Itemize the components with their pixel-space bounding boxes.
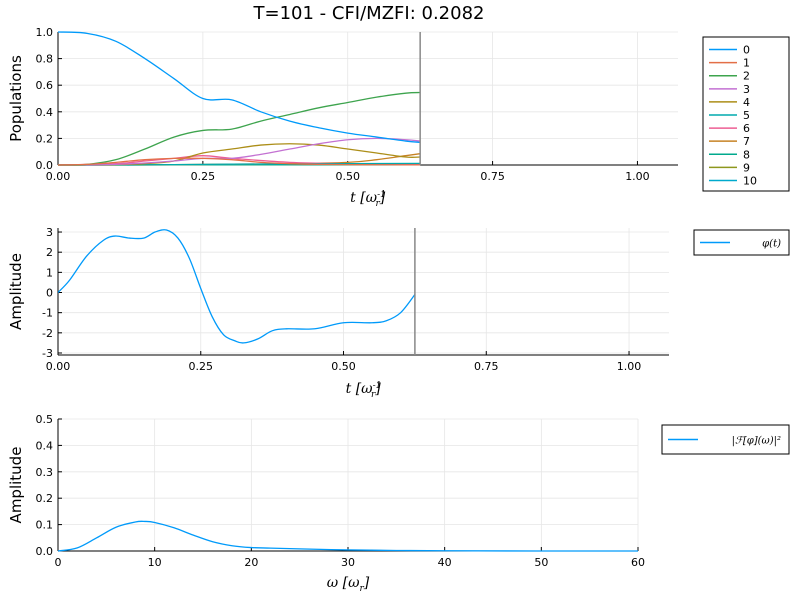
y-tick-label: 0.6 [36,79,54,92]
y-tick-label: 1.0 [36,26,54,39]
series-line-2 [58,91,421,166]
x-tick-label: 0.75 [474,360,499,373]
legend-label: φ(t) [762,239,781,250]
series-line-1 [58,157,421,166]
y-tick-label: 0.2 [36,492,54,505]
y-tick-label: 0.0 [36,159,54,172]
x-tick-label: 30 [341,556,355,569]
y-tick-label: 0.0 [36,545,54,558]
x-tick-label: 1.00 [617,360,642,373]
x-axis-label: ω [ωr] [327,575,370,594]
y-tick-label: 0.1 [36,519,54,532]
chart-panel-2: 0.00 0.25 0.50 0.75 1.00 -3 -2 -1 0 1 2 3 Amplitude t… [7,226,790,400]
x-tick-label: 60 [631,556,645,569]
legend: φ(t) [693,229,790,256]
chart-panel-1: 0.00 0.25 0.50 0.75 1.00 0.0 0.2 0.4 0.6 0.8 1.0 Po… [7,26,790,209]
legend-label: 6 [743,122,750,135]
x-tick-label: 0.75 [480,170,505,183]
x-tick-label: 50 [534,556,548,569]
y-tick-label: 0.8 [36,53,54,66]
legend-label: 10 [743,174,757,187]
legend-label: 5 [743,109,750,122]
legend-label: 9 [743,161,750,174]
y-axis-label: Populations [7,55,25,142]
chart-panel-3: 0 10 20 30 40 50 60 0.0 0.1 0.2 0.3 0.4 0.5 Amplitude… [7,413,790,594]
legend-label: 8 [743,148,750,161]
y-tick-label: 2 [46,246,53,259]
y-tick-label: 0.4 [36,106,54,119]
y-tick-label: 0 [46,287,53,300]
legend-label: 4 [743,96,750,109]
legend-label: 3 [743,83,750,96]
x-tick-label: 0.50 [335,170,360,183]
figure-title: T=101 - CFI/MZFI: 0.2082 [253,3,485,24]
legend-label: 0 [743,44,750,57]
x-axis-label: t [ω-1 r] [346,381,382,400]
legend-label: 7 [743,135,750,148]
y-tick-label: 0.3 [36,466,54,479]
series-group [58,520,638,552]
x-tick-label: 0 [55,556,62,569]
series-line-0 [58,31,421,144]
y-tick-label: 0.5 [36,413,54,426]
x-tick-label: 0.25 [189,360,214,373]
y-tick-label: -2 [42,327,53,340]
y-axis-label: Amplitude [7,447,25,524]
x-tick-label: 10 [148,556,162,569]
y-axis-label: Amplitude [7,253,25,330]
x-tick-label: 1.00 [625,170,650,183]
series-line-4 [58,143,421,166]
y-tick-label: 0.4 [36,439,54,452]
series-line-|ℱ[φ](ω)|² [58,520,638,552]
legend-label: 1 [743,57,750,70]
series-group [58,229,416,344]
x-tick-label: 0.50 [331,360,356,373]
x-tick-label: 0.25 [191,170,216,183]
x-tick-label: 0.00 [46,360,71,373]
series-line-3 [58,137,421,166]
x-tick-label: 20 [244,556,258,569]
y-tick-label: -3 [42,347,53,360]
series-group [58,31,421,166]
y-tick-label: 0.2 [36,132,54,145]
x-tick-label: 40 [438,556,452,569]
legend-label: 2 [743,70,750,83]
legend-label: |ℱ[φ](ω)|² [732,436,781,447]
y-tick-label: 3 [46,226,53,239]
x-axis-label: t [ω-1 r] [350,190,386,209]
y-tick-label: -1 [42,307,53,320]
legend: |ℱ[φ](ω)|² [661,424,790,455]
series-line-φ(t) [58,229,416,344]
x-tick-label: 0.00 [46,170,71,183]
y-tick-label: 1 [46,266,53,279]
